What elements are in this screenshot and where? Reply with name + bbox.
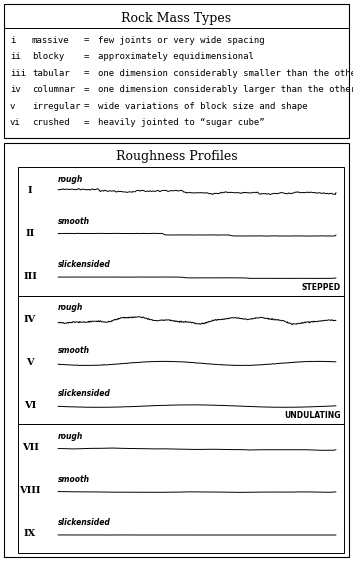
Text: iii: iii [10, 68, 26, 77]
Text: vi: vi [10, 118, 21, 127]
Text: wide variations of block size and shape: wide variations of block size and shape [98, 102, 307, 111]
Text: slickensided: slickensided [58, 518, 111, 527]
Text: slickensided: slickensided [58, 389, 111, 398]
Text: VII: VII [22, 443, 38, 452]
Text: Rock Mass Types: Rock Mass Types [121, 11, 232, 25]
Text: slickensided: slickensided [58, 260, 111, 269]
Text: rough: rough [58, 303, 83, 312]
Text: II: II [25, 229, 35, 238]
Bar [4, 143, 349, 557]
Text: III: III [23, 272, 37, 281]
Text: approximately equidimensional: approximately equidimensional [98, 52, 254, 61]
Text: =: = [83, 85, 89, 94]
Text: VI: VI [24, 401, 36, 410]
Bar [18, 296, 344, 424]
Text: Roughness Profiles: Roughness Profiles [116, 149, 237, 163]
Text: rough: rough [58, 174, 83, 183]
Text: massive: massive [32, 35, 70, 44]
Text: tabular: tabular [32, 68, 70, 77]
Text: V: V [26, 358, 34, 367]
Text: few joints or very wide spacing: few joints or very wide spacing [98, 35, 265, 44]
Text: iv: iv [10, 85, 21, 94]
Text: =: = [83, 118, 89, 127]
Text: rough: rough [58, 432, 83, 441]
Text: VIII: VIII [19, 486, 41, 495]
Text: irregular: irregular [32, 102, 80, 111]
Text: =: = [83, 68, 89, 77]
Text: STEPPED: STEPPED [302, 283, 341, 292]
Text: I: I [28, 186, 32, 195]
Text: smooth: smooth [58, 475, 90, 484]
Text: smooth: smooth [58, 218, 90, 227]
Text: IV: IV [24, 315, 36, 324]
Text: v: v [10, 102, 16, 111]
Text: i: i [10, 35, 16, 44]
Text: crushed: crushed [32, 118, 70, 127]
Text: UNDULATING: UNDULATING [285, 411, 341, 420]
Bar [4, 4, 349, 138]
Text: heavily jointed to “sugar cube”: heavily jointed to “sugar cube” [98, 118, 265, 127]
Text: =: = [83, 52, 89, 61]
Bar [18, 424, 344, 553]
Text: columnar: columnar [32, 85, 75, 94]
Text: ii: ii [10, 52, 21, 61]
Text: =: = [83, 35, 89, 44]
Text: one dimension considerably larger than the other two: one dimension considerably larger than t… [98, 85, 353, 94]
Text: blocky: blocky [32, 52, 64, 61]
Text: IX: IX [24, 529, 36, 538]
Text: smooth: smooth [58, 346, 90, 355]
Bar [18, 167, 344, 296]
Text: one dimension considerably smaller than the other two: one dimension considerably smaller than … [98, 68, 353, 77]
Text: =: = [83, 102, 89, 111]
